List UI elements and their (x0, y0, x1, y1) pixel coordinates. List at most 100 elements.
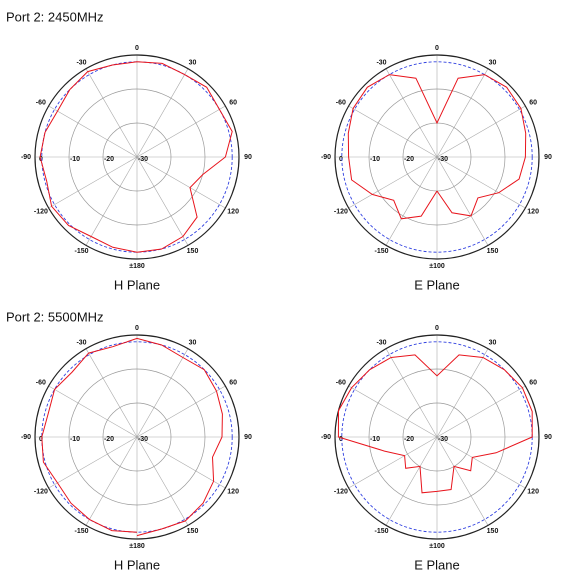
spoke (48, 105, 138, 158)
plane-caption: E Plane (414, 557, 460, 572)
ring (102, 122, 172, 192)
angle-tick-label: -90 (21, 434, 31, 441)
pattern-curve (347, 74, 527, 220)
radial-tick-label: -10 (70, 156, 80, 163)
angle-tick-label: -90 (21, 154, 31, 161)
spoke (136, 385, 226, 438)
angle-tick-label: -120 (34, 208, 48, 215)
angle-tick-label: 60 (529, 99, 537, 106)
spoke (48, 436, 138, 489)
angle-tick-label: 0 (135, 325, 139, 332)
angle-tick-label: -150 (374, 528, 388, 535)
radial-tick-label: -10 (370, 436, 380, 443)
angle-tick-label: -60 (36, 379, 46, 386)
angle-tick-label: -60 (336, 99, 346, 106)
heading: Port 2: 2450MHz (6, 9, 104, 24)
spoke (348, 105, 438, 158)
spoke (85, 68, 138, 158)
center (436, 436, 438, 438)
spoke (436, 385, 526, 438)
angle-tick-label: -120 (34, 488, 48, 495)
angle-tick-label: ±100 (429, 543, 445, 550)
angle-tick-label: -60 (36, 99, 46, 106)
ring (334, 54, 540, 260)
spoke (436, 436, 489, 526)
ring (102, 402, 172, 472)
angle-tick-label: -120 (334, 488, 348, 495)
ring (402, 402, 472, 472)
plane-caption: H Plane (114, 277, 160, 292)
angle-tick-label: -150 (374, 248, 388, 255)
angle-tick-label: 90 (544, 434, 552, 441)
spoke (136, 348, 189, 438)
radial-tick-label: -20 (104, 436, 114, 443)
spoke (136, 105, 226, 158)
angle-tick-label: 0 (435, 325, 439, 332)
angle-tick-label: 120 (527, 208, 539, 215)
angle-tick-label: 120 (227, 488, 239, 495)
ring (34, 54, 240, 260)
angle-tick-label: -120 (334, 208, 348, 215)
pattern-curve (337, 354, 533, 494)
spoke (48, 156, 138, 209)
angle-tick-label: 120 (527, 488, 539, 495)
ring (334, 334, 540, 540)
spoke (136, 156, 226, 209)
spoke (85, 348, 138, 438)
radial-tick-label: -20 (404, 156, 414, 163)
angle-tick-label: 150 (487, 248, 499, 255)
angle-tick-label: 30 (189, 339, 197, 346)
spoke (436, 68, 489, 158)
radial-tick-label: -20 (104, 156, 114, 163)
angle-tick-label: 60 (229, 99, 237, 106)
angle-tick-label: 150 (487, 528, 499, 535)
reference-circle (41, 341, 233, 533)
spoke (385, 348, 438, 438)
plane-caption: E Plane (414, 277, 460, 292)
heading: Port 2: 5500MHz (6, 309, 104, 324)
angle-tick-label: -30 (376, 59, 386, 66)
radial-tick-label: 0 (339, 436, 343, 443)
radial-tick-label: -30 (138, 436, 148, 443)
radial-tick-label: -30 (438, 436, 448, 443)
radial-tick-label: -10 (370, 156, 380, 163)
spoke (436, 105, 526, 158)
ring (34, 334, 240, 540)
center (136, 156, 138, 158)
center (136, 436, 138, 438)
spoke (85, 156, 138, 246)
spoke (348, 156, 438, 209)
angle-tick-label: 150 (187, 248, 199, 255)
angle-tick-label: 90 (544, 154, 552, 161)
spoke (136, 156, 189, 246)
angle-tick-label: -90 (321, 154, 331, 161)
spoke (385, 156, 438, 246)
ring (368, 88, 506, 226)
spoke (385, 68, 438, 158)
radial-tick-label: 0 (39, 436, 43, 443)
spoke (348, 436, 438, 489)
angle-tick-label: 30 (489, 59, 497, 66)
angle-tick-label: 30 (489, 339, 497, 346)
radial-tick-label: -10 (70, 436, 80, 443)
pattern-curve (39, 61, 233, 253)
radial-tick-label: -30 (438, 156, 448, 163)
angle-tick-label: -30 (76, 339, 86, 346)
angle-tick-label: 150 (187, 528, 199, 535)
angle-tick-label: 0 (135, 45, 139, 52)
spoke (136, 436, 226, 489)
radial-tick-label: -30 (138, 156, 148, 163)
spoke (136, 68, 189, 158)
spoke (436, 436, 526, 489)
radial-tick-label: 0 (339, 156, 343, 163)
angle-tick-label: 90 (244, 154, 252, 161)
angle-tick-label: -30 (376, 339, 386, 346)
angle-tick-label: ±180 (129, 263, 145, 270)
angle-tick-label: 60 (529, 379, 537, 386)
angle-tick-label: -150 (74, 248, 88, 255)
ring (68, 88, 206, 226)
angle-tick-label: 30 (189, 59, 197, 66)
angle-tick-label: ±100 (429, 263, 445, 270)
plane-caption: H Plane (114, 557, 160, 572)
